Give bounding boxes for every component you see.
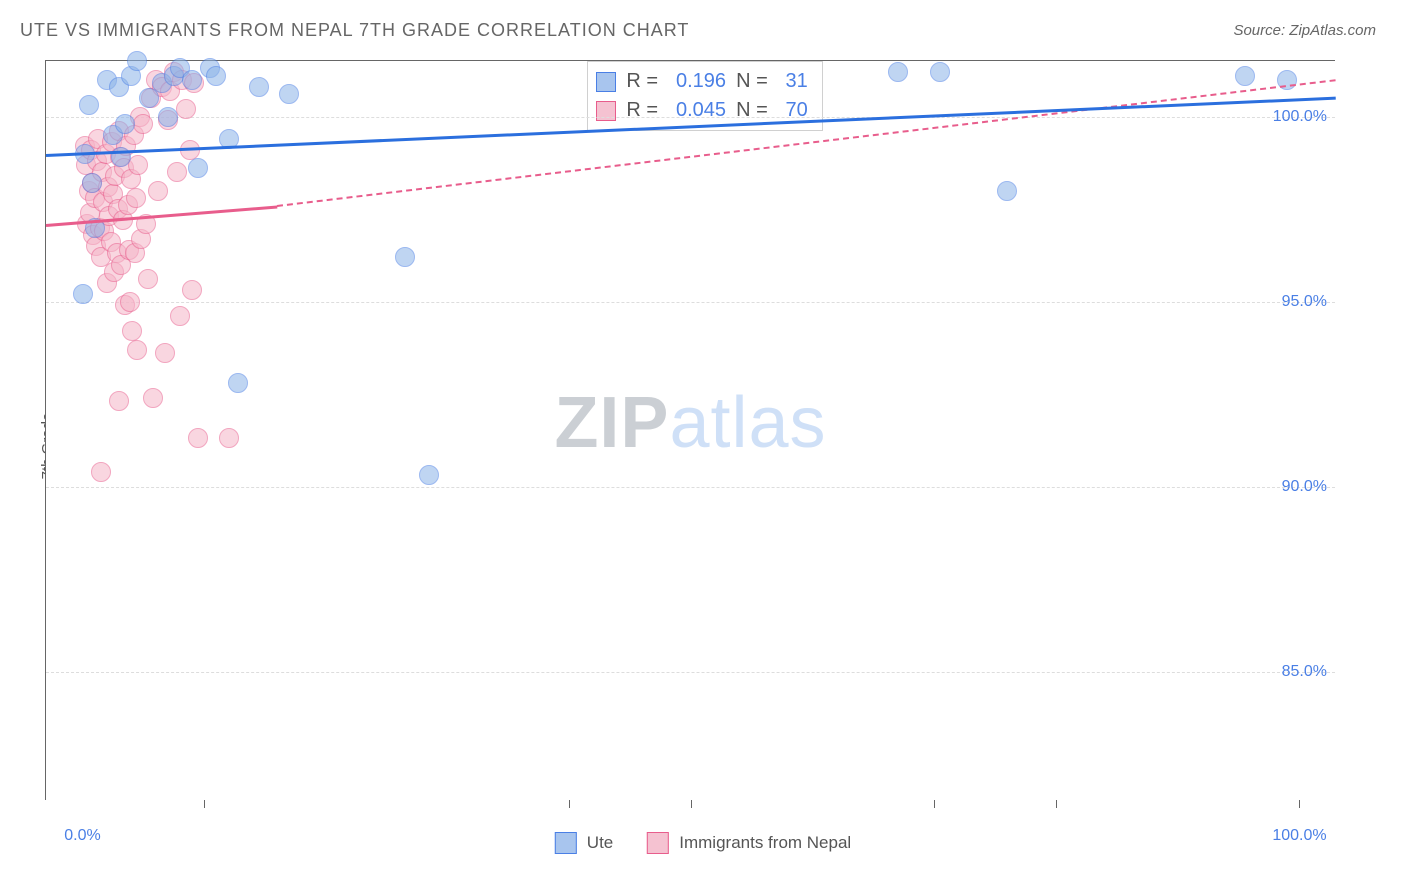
legend-swatch-b-icon [647, 832, 669, 854]
point-series-b [126, 188, 146, 208]
point-series-a [79, 95, 99, 115]
point-series-a [182, 70, 202, 90]
stat-n-value-a: 31 [778, 67, 808, 96]
point-series-a [930, 62, 950, 82]
x-tick-label: 100.0% [1272, 827, 1326, 845]
watermark-atlas: atlas [669, 382, 826, 462]
point-series-b [109, 391, 129, 411]
y-tick-label: 85.0% [1282, 663, 1327, 681]
stat-r-label-b: R = [626, 96, 658, 125]
x-tick-mark [934, 800, 935, 808]
point-series-b [128, 155, 148, 175]
legend-label-b: Immigrants from Nepal [679, 833, 851, 853]
swatch-b-icon [596, 101, 616, 121]
point-series-a [206, 66, 226, 86]
swatch-a-icon [596, 72, 616, 92]
source-label: Source: ZipAtlas.com [1233, 22, 1376, 39]
x-tick-mark [691, 800, 692, 808]
stat-n-label-b: N = [736, 96, 768, 125]
point-series-b [188, 428, 208, 448]
point-series-b [91, 462, 111, 482]
point-series-a [1235, 66, 1255, 86]
x-tick-mark [569, 800, 570, 808]
point-series-b [133, 114, 153, 134]
point-series-b [182, 280, 202, 300]
plot-area: ZIPatlas R = 0.196 N = 31 R = 0.045 N =7… [45, 60, 1335, 800]
x-tick-mark [1299, 800, 1300, 808]
bottom-legend: Ute Immigrants from Nepal [555, 832, 851, 854]
point-series-b [167, 162, 187, 182]
legend-swatch-a-icon [555, 832, 577, 854]
x-tick-mark [204, 800, 205, 808]
point-series-b [138, 269, 158, 289]
point-series-a [888, 62, 908, 82]
point-series-b [176, 99, 196, 119]
gridline-h [46, 302, 1335, 303]
stat-r-label-a: R = [626, 67, 658, 96]
gridline-h [46, 487, 1335, 488]
point-series-b [127, 340, 147, 360]
point-series-a [158, 107, 178, 127]
watermark-zip: ZIP [554, 382, 669, 462]
point-series-b [170, 306, 190, 326]
point-series-b [219, 428, 239, 448]
gridline-h [46, 117, 1335, 118]
point-series-a [127, 51, 147, 71]
y-tick-label: 90.0% [1282, 478, 1327, 496]
point-series-b [120, 292, 140, 312]
point-series-a [73, 284, 93, 304]
stat-r-value-b: 0.045 [668, 96, 726, 125]
point-series-a [279, 84, 299, 104]
chart-title: UTE VS IMMIGRANTS FROM NEPAL 7TH GRADE C… [20, 20, 689, 41]
gridline-h [46, 672, 1335, 673]
point-series-a [419, 465, 439, 485]
point-series-b [122, 321, 142, 341]
point-series-a [115, 114, 135, 134]
point-series-a [188, 158, 208, 178]
point-series-b [148, 181, 168, 201]
y-tick-label: 100.0% [1273, 108, 1327, 126]
x-tick-mark [1056, 800, 1057, 808]
point-series-a [249, 77, 269, 97]
x-tick-label: 0.0% [64, 827, 100, 845]
point-series-a [82, 173, 102, 193]
watermark: ZIPatlas [554, 381, 826, 463]
stat-r-value-a: 0.196 [668, 67, 726, 96]
stats-row-a: R = 0.196 N = 31 [596, 67, 807, 96]
stat-n-label-a: N = [736, 67, 768, 96]
point-series-b [143, 388, 163, 408]
legend-label-a: Ute [587, 833, 613, 853]
point-series-a [228, 373, 248, 393]
point-series-a [395, 247, 415, 267]
point-series-b [155, 343, 175, 363]
point-series-a [997, 181, 1017, 201]
y-tick-label: 95.0% [1282, 293, 1327, 311]
